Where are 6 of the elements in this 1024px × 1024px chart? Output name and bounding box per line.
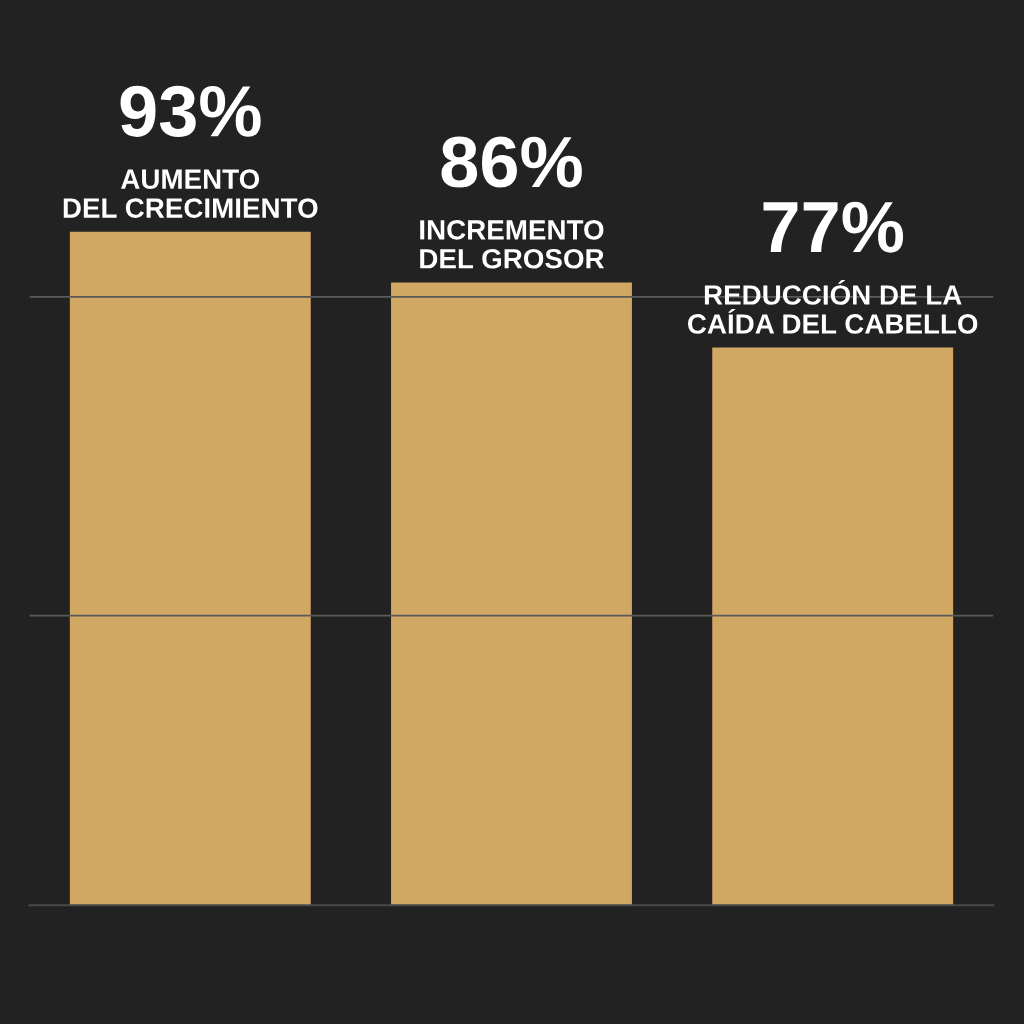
x-tick-label: REDUCCIÓN DE LA CAÍDA DEL CABELLO — [687, 279, 978, 334]
data-label: 86% — [441, 136, 582, 188]
x-tick-label: AUMENTO DEL CRECIMIENTO — [63, 169, 318, 218]
data-label: 77% — [763, 201, 904, 253]
x-tick-label: INCREMENTO DEL GROSOR — [420, 220, 605, 269]
data-label: 93% — [120, 85, 261, 138]
